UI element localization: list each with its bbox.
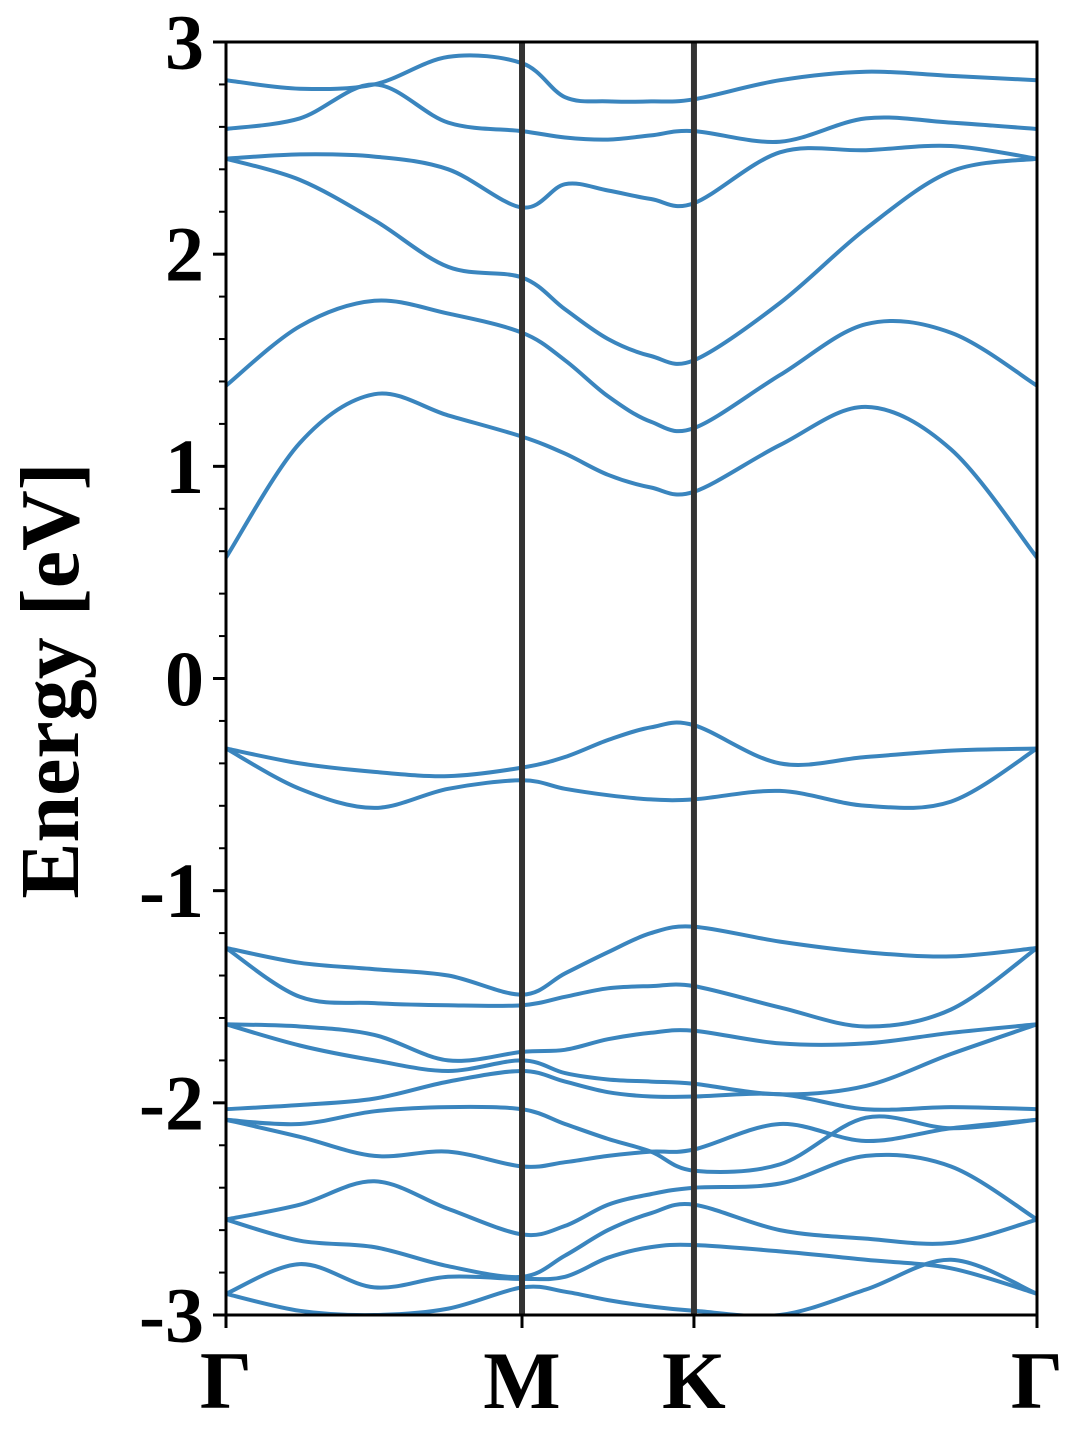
- y-tick-label: 1: [165, 423, 204, 510]
- band-line-7: [226, 720, 1037, 779]
- band-line-11: [226, 1022, 1037, 1063]
- band-line-8: [226, 746, 1037, 810]
- y-tick-label: -3: [139, 1272, 204, 1359]
- band-line-3: [226, 143, 1037, 210]
- band-line-1: [226, 53, 1037, 104]
- band-line-5: [226, 298, 1037, 434]
- bands-layer: [226, 53, 1037, 1315]
- y-tick-label: -1: [139, 847, 204, 934]
- band-line-18: [226, 1242, 1037, 1296]
- band-line-17: [226, 1202, 1037, 1280]
- band-line-13: [226, 1069, 1037, 1112]
- y-tick-label: 2: [165, 211, 204, 298]
- band-line-4: [226, 156, 1037, 366]
- plot-frame: [224, 40, 1039, 1317]
- band-line-2: [226, 82, 1037, 144]
- x-tick-label: Γ: [1011, 1335, 1063, 1426]
- x-tick-label: K: [662, 1335, 726, 1426]
- band-line-15: [226, 1117, 1037, 1169]
- y-tick-label: -2: [139, 1059, 204, 1146]
- x-tick-label: M: [483, 1335, 560, 1426]
- band-line-14: [226, 1104, 1037, 1174]
- y-axis-label: Energy [eV]: [4, 462, 97, 898]
- band-line-10: [226, 946, 1037, 1029]
- y-tick-label: 0: [165, 635, 204, 722]
- x-tick-label: Γ: [200, 1335, 252, 1426]
- y-tick-label: 3: [165, 0, 204, 86]
- band-line-16: [226, 1152, 1037, 1238]
- band-line-6: [226, 391, 1037, 559]
- band-line-12: [226, 1022, 1037, 1097]
- band-line-19: [226, 1257, 1037, 1315]
- high-symmetry-lines: [519, 42, 697, 1315]
- band-line-9: [226, 924, 1037, 997]
